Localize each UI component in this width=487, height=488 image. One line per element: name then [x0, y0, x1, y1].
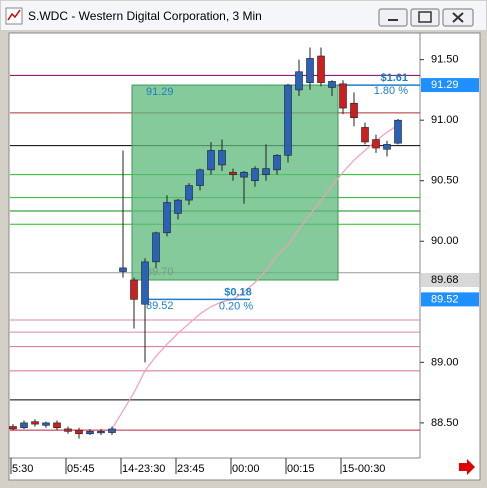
candle-body — [295, 71, 303, 91]
y-tick-label: 91.50 — [431, 54, 459, 66]
y-tick-label: 89.00 — [431, 356, 459, 368]
candle-body — [284, 84, 292, 156]
x-tick-label: 00:15 — [287, 463, 315, 475]
price-flag — [421, 78, 479, 93]
candle-body — [317, 55, 325, 83]
price-flag-label: 91.29 — [431, 79, 459, 91]
maximize-icon — [418, 11, 432, 23]
candle-body — [75, 429, 83, 435]
close-icon — [452, 12, 464, 23]
x-tick-label: 23:45 — [177, 463, 205, 475]
candle-body — [31, 421, 39, 425]
candle-body — [394, 119, 402, 144]
candle-body — [141, 261, 149, 305]
small-gain-label: $0.18 — [224, 286, 252, 298]
gain-label: 1.80 % — [374, 85, 408, 97]
candle-body — [86, 431, 94, 435]
candle-body — [240, 171, 248, 178]
candle-body — [108, 428, 116, 433]
candle-body — [273, 154, 281, 171]
price-flag-label: 89.68 — [431, 274, 459, 286]
maximize-button[interactable] — [410, 8, 440, 27]
price-flag — [421, 273, 479, 288]
x-tick-label: 05:45 — [67, 463, 95, 475]
measure-label: 89.70 — [146, 266, 174, 278]
measure-label: 89.52 — [146, 300, 174, 312]
candle-body — [251, 168, 259, 182]
candle-body — [152, 232, 160, 263]
y-tick-label: 88.50 — [431, 417, 459, 429]
candle-body — [207, 150, 215, 171]
candle-body — [130, 279, 138, 300]
candle-body — [20, 422, 28, 429]
y-tick-label: 90.50 — [431, 175, 459, 187]
y-tick-label: 90.00 — [431, 235, 459, 247]
minimize-button[interactable] — [378, 8, 408, 27]
moving-average — [111, 124, 399, 430]
candle-body — [163, 202, 171, 234]
candle-body — [218, 150, 226, 166]
window-title: S.WDC - Western Digital Corporation, 3 M… — [28, 9, 262, 23]
price-flag — [421, 292, 479, 307]
x-tick-label: 14-23:30 — [122, 463, 165, 475]
x-tick-label: 00:00 — [232, 463, 260, 475]
candle-body — [97, 431, 105, 434]
small-gain-label: 0.20 % — [219, 300, 253, 312]
x-tick-label: 5:30 — [12, 463, 33, 475]
candle-body — [350, 102, 358, 119]
candle-body — [64, 428, 72, 432]
candle-body — [196, 169, 204, 186]
candle-body — [185, 185, 193, 201]
measure-label: 91.29 — [146, 86, 174, 98]
candle-body — [42, 422, 50, 426]
candle-body — [361, 127, 369, 143]
candle-body — [339, 83, 347, 109]
candle-body — [119, 267, 127, 272]
x-tick-label: 15-00:30 — [342, 463, 385, 475]
candle-body — [383, 144, 391, 150]
price-flag-label: 89.52 — [431, 293, 459, 305]
candle-body — [262, 168, 270, 175]
candle-body — [328, 81, 336, 88]
candle-body — [306, 58, 314, 83]
measure-box — [131, 84, 339, 281]
candle-body — [372, 139, 380, 149]
candle-body — [174, 199, 182, 214]
candle-body — [229, 171, 237, 175]
scroll-arrow[interactable] — [459, 459, 475, 475]
candle-body — [53, 422, 61, 429]
gain-label: $1.61 — [380, 72, 408, 84]
candle-body — [9, 426, 17, 430]
app-icon-graph — [7, 9, 21, 21]
y-tick-label: 91.00 — [431, 114, 459, 126]
